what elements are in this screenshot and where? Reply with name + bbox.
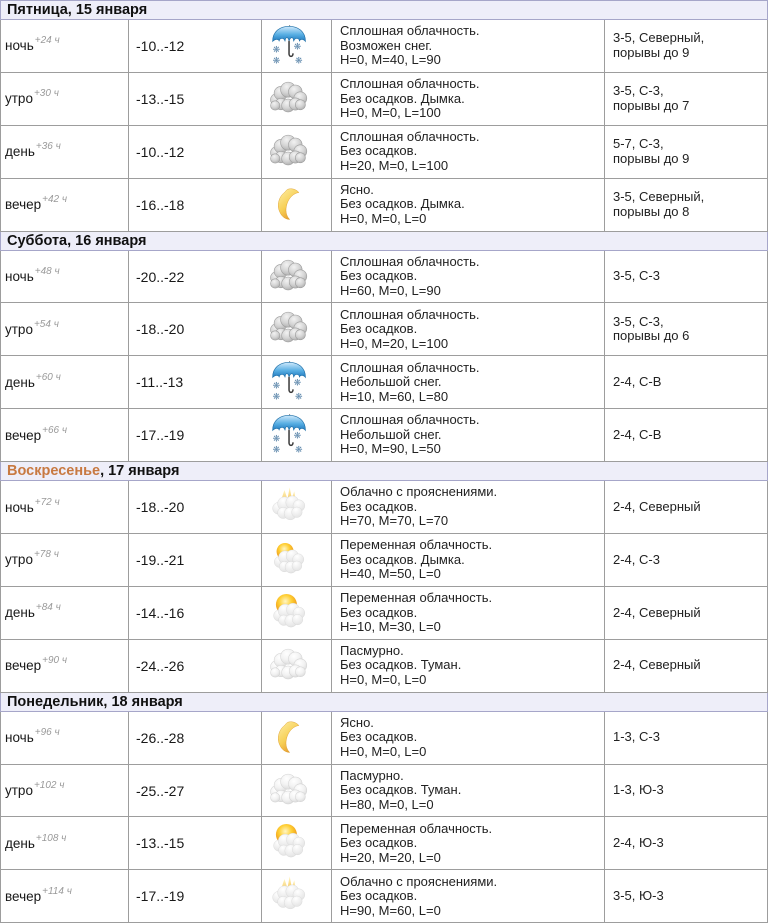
svg-text:❋: ❋: [294, 41, 302, 51]
svg-text:❋: ❋: [294, 378, 302, 388]
svg-text:❋: ❋: [273, 434, 281, 444]
svg-text:❋: ❋: [273, 445, 281, 455]
svg-text:❋: ❋: [273, 392, 281, 402]
svg-text:❋: ❋: [273, 381, 281, 391]
svg-text:❋: ❋: [295, 445, 303, 455]
svg-text:❋: ❋: [273, 56, 281, 66]
svg-text:❋: ❋: [294, 430, 302, 440]
svg-text:❋: ❋: [273, 45, 281, 55]
svg-text:❋: ❋: [295, 56, 303, 66]
svg-text:❋: ❋: [295, 392, 303, 402]
